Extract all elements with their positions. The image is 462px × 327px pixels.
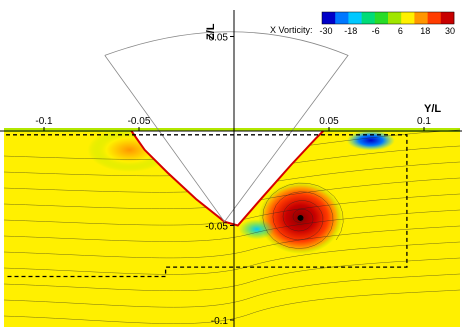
colorbar-tick-2: -6 xyxy=(372,26,380,36)
hull-outline xyxy=(130,130,325,227)
y-tick-label-2: -0.1 xyxy=(211,316,229,327)
colorbar-tick-labels: -30 -18 -6 6 18 30 xyxy=(319,26,455,36)
colorbar-swatch-3 xyxy=(361,12,376,24)
streamline-6 xyxy=(4,225,460,259)
colorbar-swatch-5 xyxy=(388,12,402,24)
colorbar-tick-5: 30 xyxy=(445,26,455,36)
colorbar-tick-0: -30 xyxy=(319,26,332,36)
colorbar-label: X Vorticity: xyxy=(270,25,313,35)
x-tick-label-3: 0.1 xyxy=(417,116,431,127)
streamline-7 xyxy=(4,241,460,275)
streamline-4 xyxy=(4,193,460,226)
vortex-region-2 xyxy=(346,130,395,151)
colorbar-tick-3: 6 xyxy=(398,26,403,36)
hull-interior xyxy=(131,131,324,226)
vortex-region-3 xyxy=(238,219,275,240)
y-tick-label-0: 0.05 xyxy=(209,33,229,44)
colorbar-legend: X Vorticity: -30 -18 -6 6 18 30 xyxy=(270,11,455,36)
streamline-9 xyxy=(4,273,460,308)
colorbar-frame xyxy=(321,11,455,25)
x-axis-title: Y/L xyxy=(424,103,441,115)
streamlines xyxy=(4,129,460,324)
colorbar-tick-4: 18 xyxy=(420,26,430,36)
colorbar-swatch-6 xyxy=(401,12,415,24)
colorbar-swatches xyxy=(321,11,455,25)
streamline-5 xyxy=(4,209,460,242)
colorbar-swatch-1 xyxy=(335,12,349,24)
y-axis-title: Z/L xyxy=(205,23,217,40)
colorbar-swatch-0 xyxy=(322,12,336,24)
streamline-8 xyxy=(4,257,460,291)
colorbar-tick-1: -18 xyxy=(344,26,357,36)
tick-labels: -0.1 -0.05 0.05 0.1 0.05 -0.05 -0.1 xyxy=(35,33,431,327)
vortex-core-marker xyxy=(297,214,304,221)
x-tick-label-1: -0.05 xyxy=(128,116,151,127)
sector-outline xyxy=(104,31,349,223)
colorbar-swatch-2 xyxy=(348,12,362,24)
streamline-10 xyxy=(4,289,460,324)
y-tick-label-1: -0.05 xyxy=(205,222,228,233)
vortex-spiral xyxy=(262,182,344,249)
hull-section xyxy=(6,31,408,278)
dashed-boundary xyxy=(6,134,408,278)
x-tick-label-2: 0.05 xyxy=(319,116,339,127)
colorbar-swatch-4 xyxy=(374,12,389,24)
surface-layer xyxy=(4,128,460,132)
x-tick-label-0: -0.1 xyxy=(35,116,53,127)
colorbar-swatch-8 xyxy=(427,12,442,24)
colorbar-swatch-9 xyxy=(440,12,455,24)
colorbar-swatch-7 xyxy=(414,12,428,24)
axes xyxy=(0,10,462,327)
